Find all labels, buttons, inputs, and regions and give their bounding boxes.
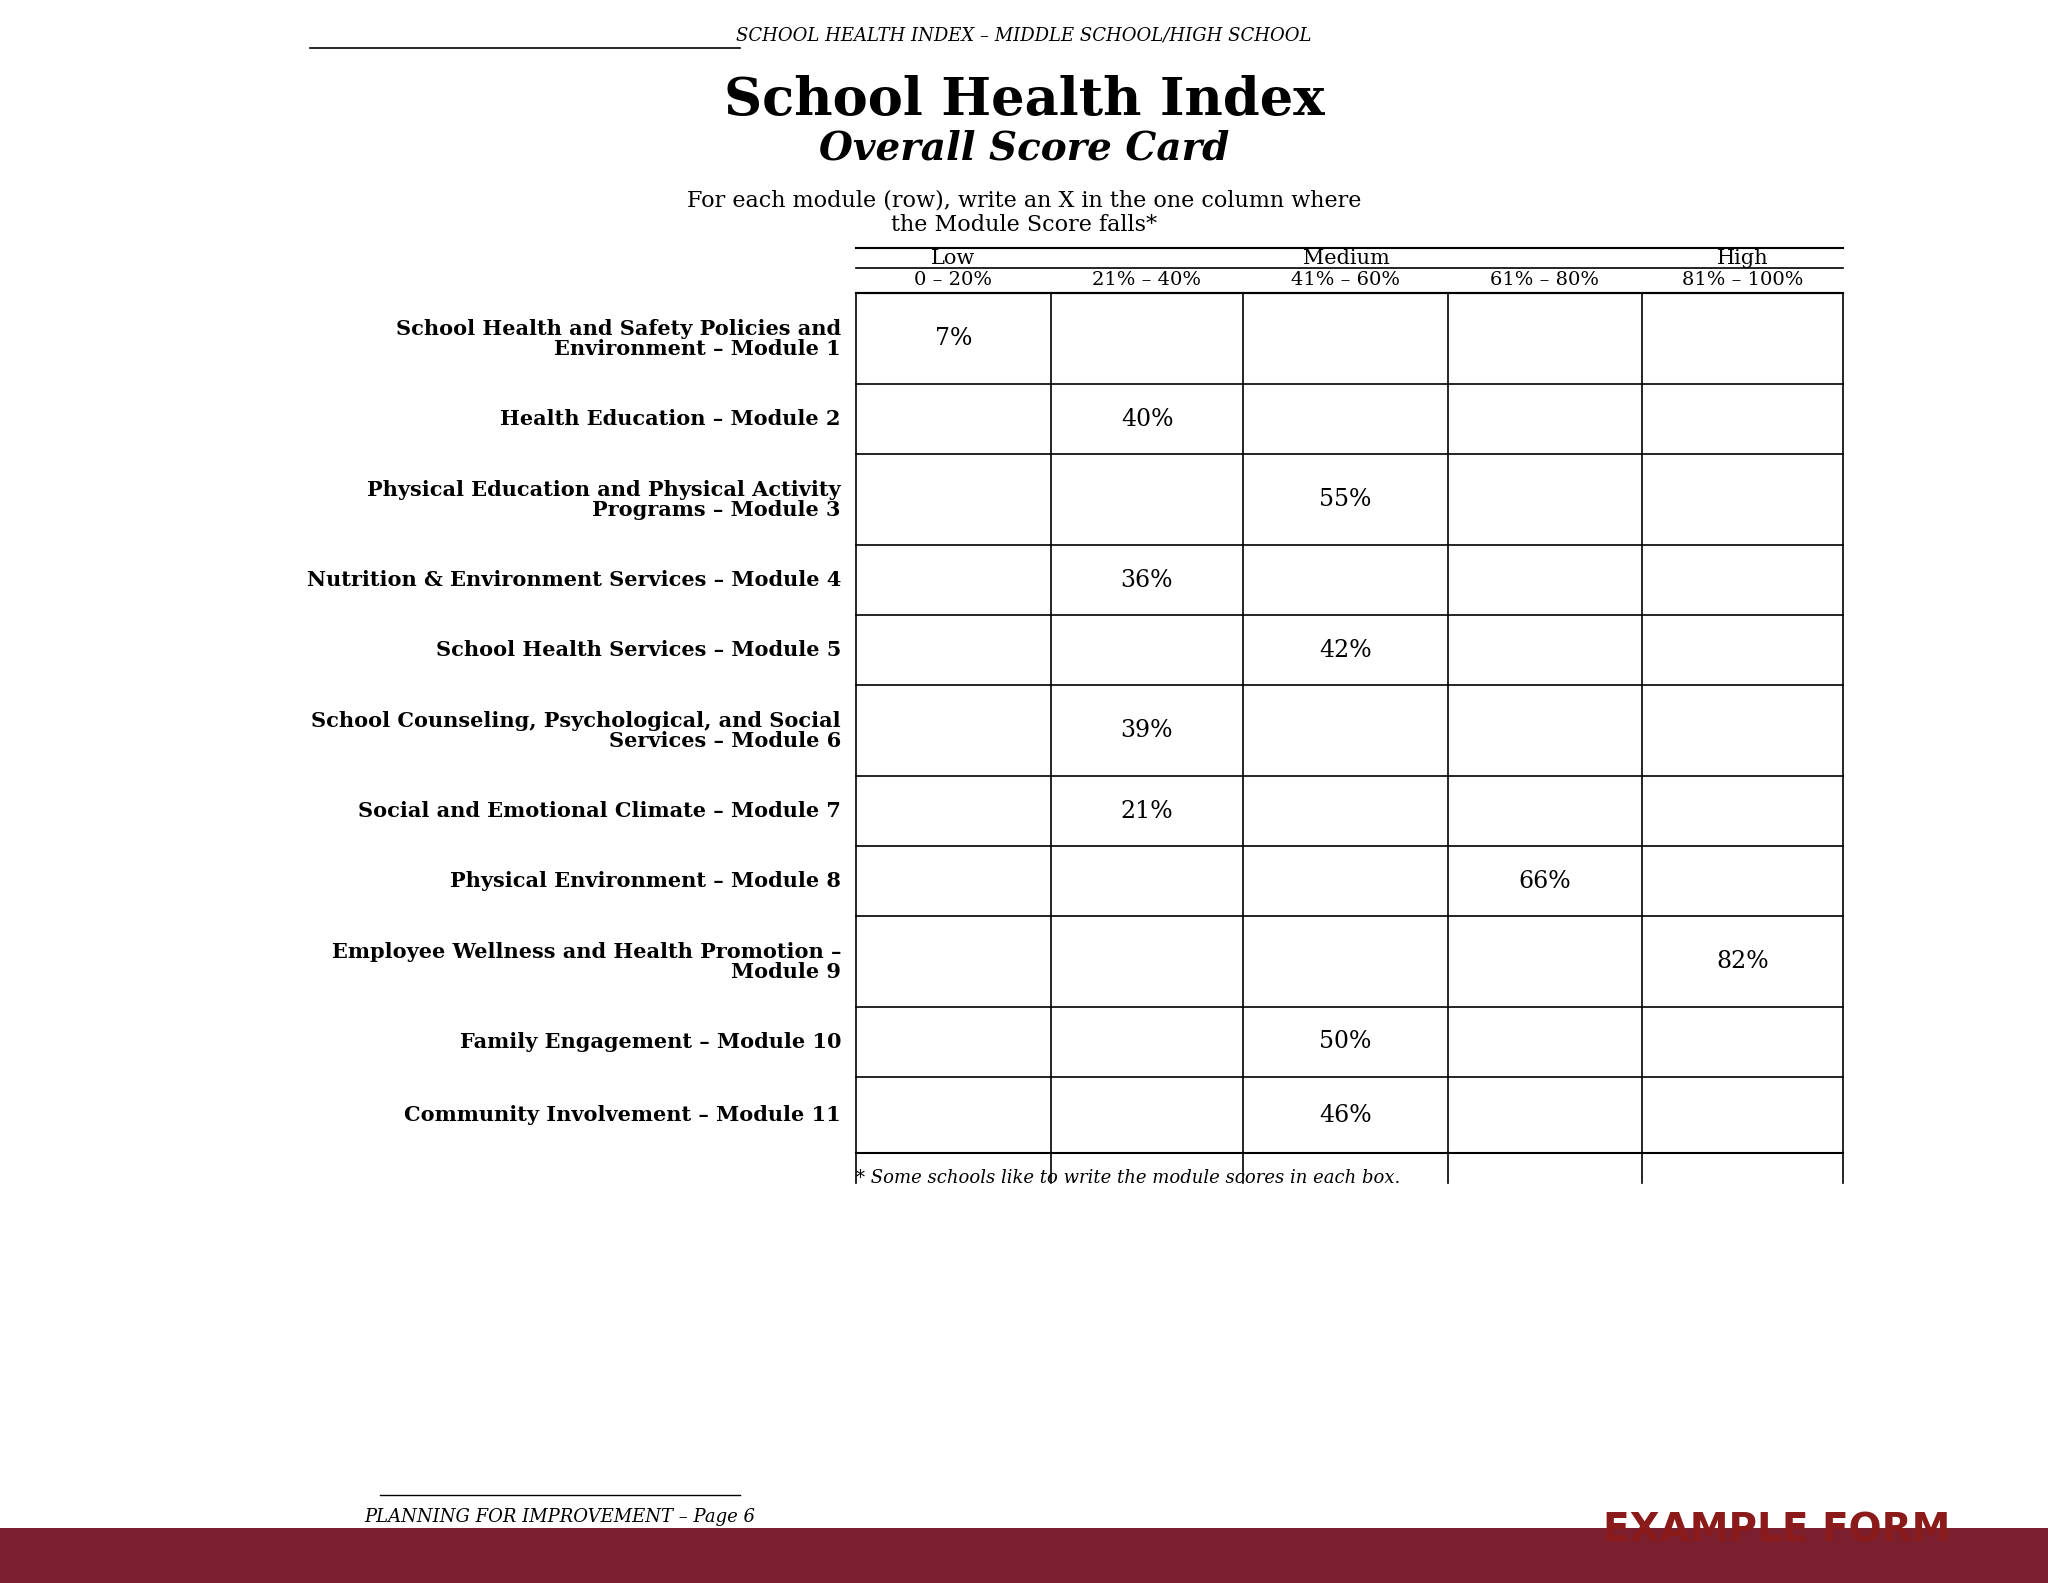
Text: Physical Education and Physical Activity: Physical Education and Physical Activity	[367, 480, 842, 500]
Text: Medium: Medium	[1303, 249, 1391, 268]
Text: 41% – 60%: 41% – 60%	[1290, 271, 1401, 290]
Text: Nutrition & Environment Services – Module 4: Nutrition & Environment Services – Modul…	[307, 570, 842, 590]
Text: SCHOOL HEALTH INDEX – MIDDLE SCHOOL/HIGH SCHOOL: SCHOOL HEALTH INDEX – MIDDLE SCHOOL/HIGH…	[735, 25, 1313, 44]
Text: 36%: 36%	[1120, 568, 1174, 592]
Text: School Health Services – Module 5: School Health Services – Module 5	[436, 640, 842, 660]
Text: 21%: 21%	[1120, 799, 1174, 823]
Text: Community Involvement – Module 11: Community Involvement – Module 11	[403, 1105, 842, 1126]
Text: 7%: 7%	[934, 328, 973, 350]
Text: Physical Environment – Module 8: Physical Environment – Module 8	[451, 871, 842, 891]
Text: Module 9: Module 9	[731, 961, 842, 981]
Text: 55%: 55%	[1319, 488, 1372, 511]
Text: 50%: 50%	[1319, 1031, 1372, 1054]
Text: the Module Score falls*: the Module Score falls*	[891, 214, 1157, 236]
Text: Overall Score Card: Overall Score Card	[819, 128, 1229, 166]
Text: For each module (row), write an X in the one column where: For each module (row), write an X in the…	[686, 188, 1362, 211]
Text: Social and Emotional Climate – Module 7: Social and Emotional Climate – Module 7	[358, 801, 842, 822]
Text: * Some schools like to write the module scores in each box.: * Some schools like to write the module …	[856, 1168, 1401, 1187]
Text: 81% – 100%: 81% – 100%	[1681, 271, 1802, 290]
Text: Employee Wellness and Health Promotion –: Employee Wellness and Health Promotion –	[332, 942, 842, 961]
Text: 42%: 42%	[1319, 638, 1372, 662]
Text: 21% – 40%: 21% – 40%	[1092, 271, 1202, 290]
Text: 46%: 46%	[1319, 1103, 1372, 1127]
Text: 39%: 39%	[1120, 719, 1174, 742]
Text: Health Education – Module 2: Health Education – Module 2	[500, 408, 842, 429]
Text: 82%: 82%	[1716, 950, 1769, 974]
Text: 61% – 80%: 61% – 80%	[1491, 271, 1599, 290]
Text: 40%: 40%	[1120, 407, 1174, 431]
Text: High: High	[1716, 249, 1767, 268]
Text: Programs – Module 3: Programs – Module 3	[592, 500, 842, 519]
Text: EXAMPLE FORM: EXAMPLE FORM	[1604, 1512, 1950, 1550]
Text: School Health Index: School Health Index	[723, 74, 1325, 125]
Text: Low: Low	[932, 249, 975, 268]
Text: PLANNING FOR IMPROVEMENT – Page 6: PLANNING FOR IMPROVEMENT – Page 6	[365, 1509, 756, 1526]
Text: Environment – Module 1: Environment – Module 1	[555, 339, 842, 358]
Bar	[0, 1528, 2048, 1583]
Text: Family Engagement – Module 10: Family Engagement – Module 10	[459, 1032, 842, 1053]
Text: School Health and Safety Policies and: School Health and Safety Policies and	[395, 318, 842, 339]
Text: School Counseling, Psychological, and Social: School Counseling, Psychological, and So…	[311, 711, 842, 730]
Text: 0 – 20%: 0 – 20%	[915, 271, 993, 290]
Text: 66%: 66%	[1520, 869, 1571, 893]
Text: Services – Module 6: Services – Module 6	[608, 730, 842, 750]
